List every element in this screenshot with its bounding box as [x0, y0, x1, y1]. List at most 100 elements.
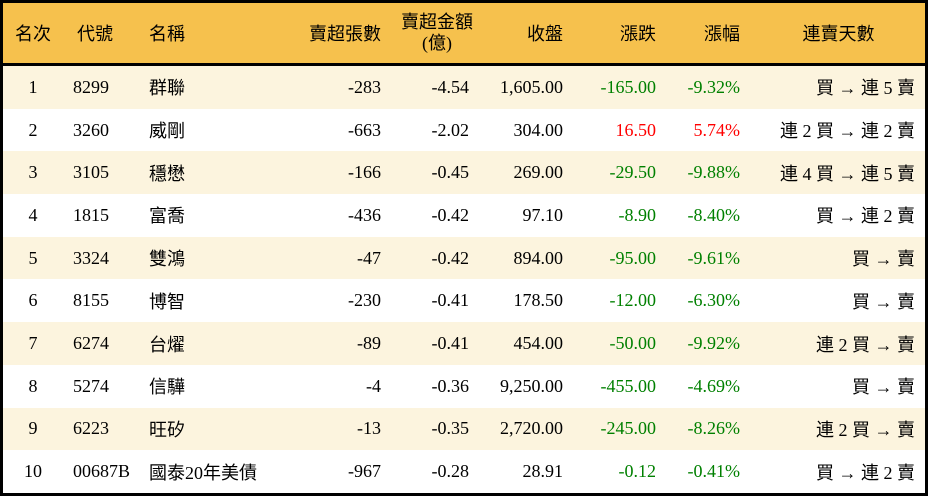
streak-cell: 買 → 賣	[852, 291, 915, 312]
sell-amount-cell: -2.02	[431, 119, 470, 140]
change-cell: 16.50	[615, 119, 657, 140]
col-header-close: 收盤	[481, 3, 575, 66]
close-cell: 304.00	[513, 119, 564, 140]
code-cell: 1815	[73, 204, 109, 225]
table-row: 7 6274 台燿 -89 -0.41 454.00 -50.00 -9.92%…	[3, 322, 925, 365]
sell-volume-cell: -283	[348, 76, 381, 97]
sell-volume-cell: -166	[348, 162, 381, 183]
sell-amount-cell: -0.36	[431, 375, 470, 396]
close-cell: 2,720.00	[500, 418, 563, 439]
change-cell: -8.90	[618, 204, 657, 225]
sell-amount-cell: -0.35	[431, 418, 470, 439]
sell-amount-cell: -0.42	[431, 204, 470, 225]
change-pct-cell: -0.41%	[687, 461, 741, 482]
code-cell: 8299	[73, 76, 109, 97]
col-header-code: 代號	[63, 3, 143, 66]
rank-cell: 10	[24, 461, 42, 482]
col-header-rank: 名次	[3, 3, 63, 66]
name-cell: 旺矽	[149, 419, 185, 440]
name-cell: 群聯	[149, 78, 185, 99]
change-cell: -12.00	[609, 290, 657, 311]
sell-amount-cell: -4.54	[431, 76, 470, 97]
sell-amount-label-line2: (億)	[422, 33, 452, 53]
close-cell: 9,250.00	[500, 375, 563, 396]
close-cell: 97.10	[522, 204, 564, 225]
sell-volume-cell: -436	[348, 204, 381, 225]
change-cell: -29.50	[609, 162, 657, 183]
code-cell: 8155	[73, 290, 109, 311]
sell-amount-cell: -0.41	[431, 290, 470, 311]
rank-cell: 1	[28, 76, 38, 97]
change-pct-cell: -8.40%	[687, 204, 741, 225]
rank-cell: 9	[28, 418, 38, 439]
sell-volume-cell: -4	[366, 375, 381, 396]
table-row: 4 1815 富喬 -436 -0.42 97.10 -8.90 -8.40% …	[3, 194, 925, 237]
name-cell: 台燿	[149, 334, 185, 355]
streak-cell: 買 → 連 5 賣	[816, 78, 915, 99]
close-cell: 454.00	[513, 333, 564, 353]
streak-cell: 連 2 買 → 連 2 賣	[780, 121, 915, 142]
rank-cell: 8	[28, 375, 38, 396]
table-body: 1 8299 群聯 -283 -4.54 1,605.00 -165.00 -9…	[3, 64, 925, 493]
col-header-name: 名稱	[143, 3, 293, 66]
name-cell: 國泰20年美債	[149, 462, 257, 483]
sell-volume-cell: -47	[357, 247, 381, 268]
sell-amount-cell: -0.42	[431, 247, 470, 268]
close-cell: 28.91	[522, 461, 564, 482]
sell-amount-cell: -0.28	[431, 461, 470, 482]
table-row: 6 8155 博智 -230 -0.41 178.50 -12.00 -6.30…	[3, 279, 925, 323]
rank-cell: 6	[28, 290, 38, 311]
close-cell: 178.50	[513, 290, 564, 311]
change-pct-cell: -9.61%	[687, 247, 741, 268]
code-cell: 00687B	[73, 461, 131, 482]
table-row: 9 6223 旺矽 -13 -0.35 2,720.00 -245.00 -8.…	[3, 407, 925, 451]
change-pct-cell: -8.26%	[687, 418, 741, 439]
change-cell: -165.00	[600, 76, 657, 97]
name-cell: 博智	[149, 291, 185, 312]
change-cell: -0.12	[618, 461, 657, 482]
table-row: 8 5274 信驊 -4 -0.36 9,250.00 -455.00 -4.6…	[3, 364, 925, 408]
streak-cell: 買 → 賣	[852, 377, 915, 398]
rank-cell: 7	[28, 333, 38, 353]
code-cell: 3324	[73, 247, 109, 268]
close-cell: 894.00	[513, 247, 564, 268]
streak-cell: 買 → 連 2 賣	[816, 462, 915, 483]
sell-amount-label-line1: 賣超金額	[401, 12, 473, 32]
change-pct-cell: -9.32%	[687, 76, 741, 97]
table-row: 5 3324 雙鴻 -47 -0.42 894.00 -95.00 -9.61%…	[3, 236, 925, 280]
sell-volume-cell: -967	[348, 461, 381, 482]
name-cell: 威剛	[149, 121, 185, 142]
sell-volume-cell: -230	[348, 290, 381, 311]
change-cell: -455.00	[600, 375, 657, 396]
table-row: 3 3105 穩懋 -166 -0.45 269.00 -29.50 -9.88…	[3, 151, 925, 195]
rank-cell: 3	[28, 162, 38, 183]
col-header-sell-volume: 賣超張數	[293, 3, 393, 66]
change-pct-cell: -9.88%	[687, 162, 741, 183]
col-header-sell-amount: 賣超金額 (億)	[393, 3, 481, 66]
change-cell: -95.00	[609, 247, 657, 268]
code-cell: 6274	[73, 333, 109, 353]
code-cell: 3105	[73, 162, 109, 183]
name-cell: 雙鴻	[149, 249, 185, 270]
streak-cell: 買 → 連 2 賣	[816, 206, 915, 227]
change-cell: -245.00	[600, 418, 657, 439]
rank-cell: 5	[28, 247, 38, 268]
streak-cell: 買 → 賣	[852, 249, 915, 270]
close-cell: 269.00	[513, 162, 564, 183]
name-cell: 富喬	[149, 206, 185, 227]
change-pct-cell: 5.74%	[693, 119, 741, 140]
col-header-change: 漲跌	[575, 3, 668, 66]
streak-cell: 連 2 買 → 賣	[816, 334, 915, 355]
sell-amount-cell: -0.41	[431, 333, 470, 353]
col-header-streak: 連賣天數	[752, 3, 925, 66]
change-pct-cell: -6.30%	[687, 290, 741, 311]
code-cell: 3260	[73, 119, 109, 140]
close-cell: 1,605.00	[500, 76, 563, 97]
table-header: 名次 代號 名稱 賣超張數 賣超金額 (億) 收盤 漲跌 漲幅 連賣天數	[3, 3, 925, 66]
table-row: 2 3260 威剛 -663 -2.02 304.00 16.50 5.74% …	[3, 108, 925, 152]
change-pct-cell: -4.69%	[687, 375, 741, 396]
header-row: 名次 代號 名稱 賣超張數 賣超金額 (億) 收盤 漲跌 漲幅 連賣天數	[3, 3, 925, 66]
streak-cell: 連 2 買 → 賣	[816, 419, 915, 440]
sell-volume-cell: -89	[357, 333, 381, 353]
